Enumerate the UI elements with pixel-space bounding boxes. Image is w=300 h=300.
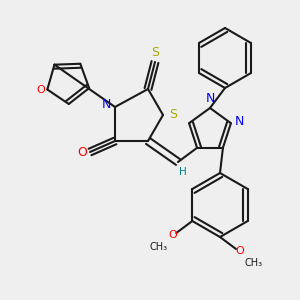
Text: N: N xyxy=(101,98,111,110)
Text: O: O xyxy=(36,85,45,94)
Text: O: O xyxy=(168,230,177,240)
Text: O: O xyxy=(236,246,244,256)
Text: CH₃: CH₃ xyxy=(245,258,263,268)
Text: O: O xyxy=(77,146,87,158)
Text: CH₃: CH₃ xyxy=(149,242,167,252)
Text: S: S xyxy=(151,46,159,59)
Text: H: H xyxy=(179,167,187,177)
Text: S: S xyxy=(169,109,177,122)
Text: N: N xyxy=(205,92,215,106)
Text: N: N xyxy=(235,115,244,128)
